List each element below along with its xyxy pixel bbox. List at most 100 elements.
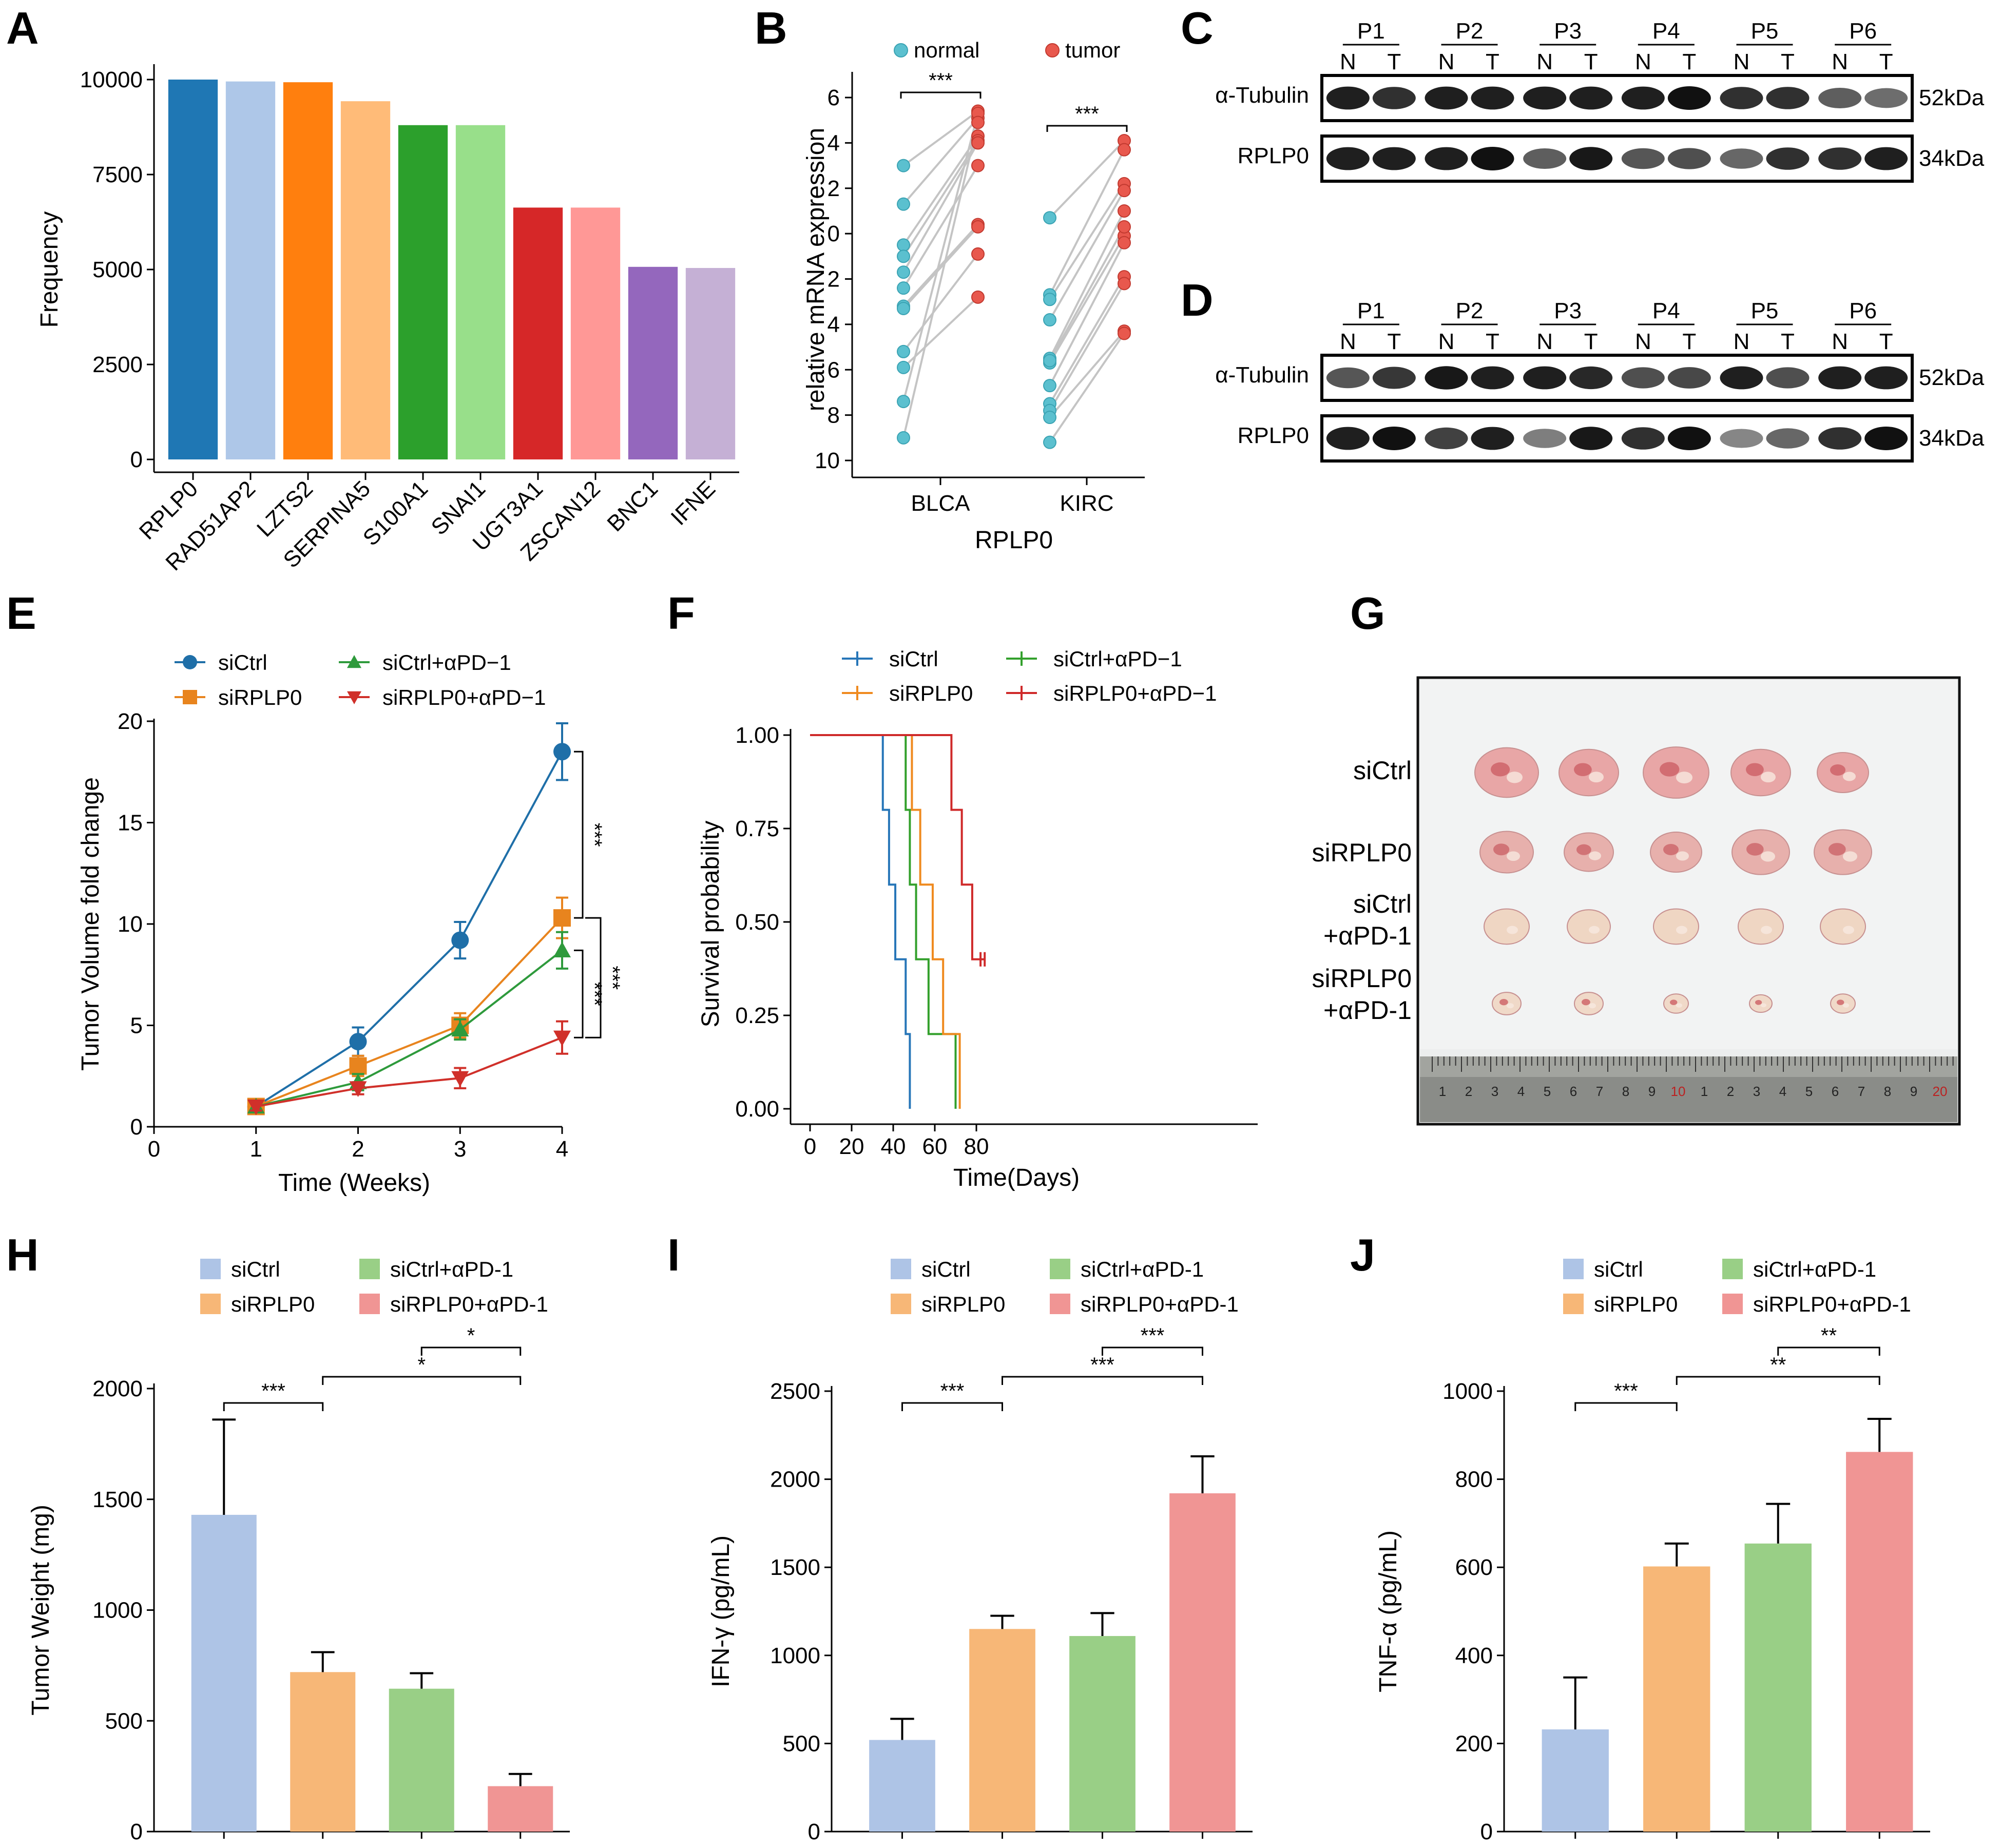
patient-label: P2 bbox=[1456, 298, 1484, 323]
pair-line bbox=[1049, 226, 1125, 361]
marker-square bbox=[553, 909, 571, 927]
significance-label: * bbox=[467, 1324, 475, 1347]
significance-bracket bbox=[1002, 1376, 1203, 1385]
y-tick-label: 7500 bbox=[92, 162, 143, 187]
panel-b-paired-scatter: 6 4 2 0 2 4 6 8 10 relative mRNA expression RPLP0 n… bbox=[802, 38, 1145, 554]
ruler-number: 4 bbox=[1517, 1084, 1525, 1099]
significance-label: *** bbox=[583, 982, 606, 1006]
panel-g-tumor-photo: 1 2 3 4 5 6 7 8 9 10 1 2 3 4 5 6 7 8 9 20 siCtrl siRPLP0 siCtr… bbox=[1312, 676, 1961, 1126]
error-bar bbox=[1664, 1542, 1689, 1567]
blot-band bbox=[1667, 367, 1711, 389]
legend-label: siCtrl+αPD-1 bbox=[1753, 1257, 1876, 1281]
pair-line bbox=[1049, 210, 1125, 359]
tumor-point bbox=[1118, 184, 1131, 198]
tumor-highlight bbox=[1676, 926, 1687, 934]
tumor-point bbox=[1118, 143, 1131, 157]
ruler-number: 1 bbox=[1439, 1084, 1446, 1099]
y-tick-label: 1500 bbox=[92, 1487, 143, 1512]
tumor-hemorrhage bbox=[1663, 844, 1679, 855]
ruler-number: 1 bbox=[1701, 1084, 1708, 1099]
pair-line bbox=[902, 253, 979, 353]
y-axis-title: Tumor Weight (mg) bbox=[27, 1505, 54, 1716]
patient-label: P2 bbox=[1456, 18, 1484, 44]
marker-triangle-down bbox=[347, 691, 361, 704]
legend-label: siRPLP0 bbox=[921, 1292, 1005, 1316]
blot-band bbox=[1425, 86, 1468, 110]
tumor-hemorrhage bbox=[1582, 999, 1590, 1006]
normal-point bbox=[897, 238, 910, 252]
normal-point bbox=[897, 249, 910, 263]
y-tick-label: 1000 bbox=[1442, 1379, 1493, 1404]
y-axis-title: relative mRNA expression bbox=[802, 128, 830, 411]
pair-line bbox=[1049, 190, 1125, 321]
y-tick-label: 20 bbox=[118, 709, 143, 734]
y-axis-title: TNF-α (pg/mL) bbox=[1375, 1530, 1402, 1692]
tumor-highlight bbox=[1589, 851, 1601, 860]
patient-label: P3 bbox=[1554, 298, 1582, 323]
tumor-point bbox=[971, 116, 985, 129]
y-tick-label: 500 bbox=[783, 1731, 820, 1756]
ruler-number: 9 bbox=[1910, 1084, 1917, 1099]
series-line bbox=[255, 751, 563, 1108]
patient-label: P6 bbox=[1849, 298, 1877, 323]
significance-bracket bbox=[1676, 1376, 1880, 1385]
tumor-point bbox=[971, 136, 985, 150]
tumor-hemorrhage bbox=[1837, 999, 1844, 1005]
legend-label: siRPLP0+αPD−1 bbox=[382, 685, 546, 709]
legend-swatch bbox=[891, 1259, 911, 1279]
blot-band bbox=[1372, 427, 1416, 450]
tumor-highlight bbox=[1507, 926, 1518, 934]
lane-label-n: N bbox=[1438, 329, 1455, 354]
legend-swatch bbox=[1050, 1259, 1070, 1279]
blot-band bbox=[1818, 88, 1862, 108]
legend-label: siCtrl bbox=[889, 647, 938, 671]
y-tick-label: 1000 bbox=[92, 1598, 143, 1623]
lane-label-t: T bbox=[1584, 329, 1598, 354]
blot-band bbox=[1569, 147, 1613, 170]
marker-triangle-down bbox=[451, 1071, 469, 1087]
bar bbox=[340, 101, 391, 459]
lane-label-t: T bbox=[1486, 329, 1499, 354]
bar bbox=[1069, 1636, 1136, 1832]
legend-label: siRPLP0 bbox=[231, 1292, 315, 1316]
marker-circle bbox=[183, 655, 197, 669]
error-bar bbox=[311, 1651, 335, 1672]
tumor-hemorrhage bbox=[1746, 763, 1764, 776]
y-tick-label: 500 bbox=[105, 1708, 143, 1734]
blot-band bbox=[1818, 427, 1862, 450]
tumor-highlight bbox=[1676, 851, 1689, 861]
patient-label: P5 bbox=[1751, 18, 1779, 44]
significance-bracket bbox=[322, 1376, 522, 1385]
panel-a-bar-chart: 025005000750010000RPLP0RAD51AP2LZTS2SERP… bbox=[36, 64, 739, 575]
blot-band bbox=[1667, 86, 1711, 110]
significance-label: ** bbox=[1770, 1354, 1786, 1376]
tumor-point bbox=[1118, 326, 1131, 340]
panel-e-line-chart: 0 1 2 3 4 0 5 10 15 20 Time (Weeks) Tumor Volume fo… bbox=[77, 650, 624, 1197]
marker-triangle-up bbox=[347, 655, 361, 668]
y-tick-label: 4 bbox=[828, 312, 840, 337]
lane-label-n: N bbox=[1734, 329, 1750, 354]
lane-label-n: N bbox=[1536, 329, 1553, 354]
row-label: siCtrl bbox=[1353, 756, 1412, 785]
ruler-edge bbox=[1420, 1056, 1957, 1077]
legend-label: siCtrl bbox=[1594, 1257, 1643, 1281]
bar bbox=[969, 1629, 1035, 1832]
y-tick-label: 600 bbox=[1455, 1555, 1493, 1580]
y-axis-title: Tumor Volume fold change bbox=[77, 777, 104, 1071]
x-tick-label: KIRC bbox=[1060, 491, 1113, 516]
patient-label: P3 bbox=[1554, 18, 1582, 44]
blot-frame bbox=[1320, 414, 1914, 463]
normal-point bbox=[1043, 354, 1056, 368]
lane-label-t: T bbox=[1781, 49, 1795, 74]
tumor-hemorrhage bbox=[1493, 843, 1510, 856]
panel-letter-j: J bbox=[1350, 1229, 1375, 1280]
normal-point bbox=[897, 431, 910, 445]
bar bbox=[1643, 1566, 1710, 1832]
y-tick-label: 8 bbox=[828, 403, 840, 428]
bar bbox=[389, 1688, 454, 1832]
error-bar bbox=[508, 1773, 532, 1786]
significance-label: ** bbox=[1821, 1324, 1837, 1347]
significance-label: *** bbox=[261, 1380, 285, 1402]
y-tick-label: 0 bbox=[808, 1819, 820, 1844]
legend-marker-tumor bbox=[1045, 43, 1060, 57]
